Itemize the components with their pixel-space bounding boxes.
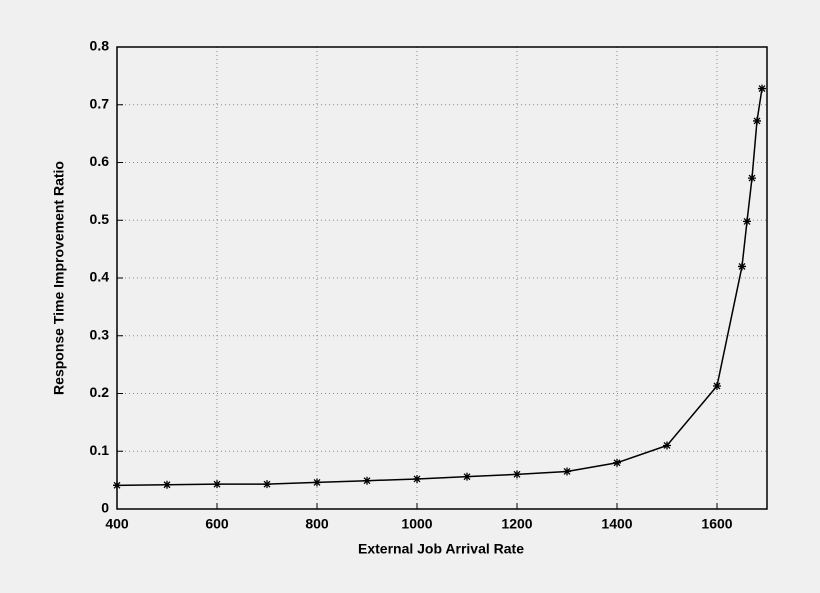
x-tick-label: 400 <box>105 516 129 532</box>
data-point <box>663 441 671 450</box>
data-point <box>758 84 766 93</box>
y-tick-label: 0.5 <box>90 211 110 227</box>
data-point <box>213 480 221 489</box>
x-tick-label: 1600 <box>701 516 732 532</box>
x-tick-label: 1400 <box>601 516 632 532</box>
data-point <box>263 480 271 489</box>
y-tick-label: 0.3 <box>90 326 110 342</box>
y-axis-label: Response Time Improvement Ratio <box>51 161 67 395</box>
data-point <box>713 381 721 390</box>
y-tick-label: 0 <box>101 500 109 516</box>
data-point <box>163 480 171 489</box>
data-point <box>563 467 571 476</box>
x-tick-label: 600 <box>205 516 229 532</box>
data-point <box>113 481 121 490</box>
y-tick-label: 0.7 <box>90 95 110 111</box>
data-point <box>313 478 321 487</box>
y-tick-label: 0.2 <box>90 384 110 400</box>
x-tick-label: 1200 <box>501 516 532 532</box>
data-point <box>613 458 621 467</box>
y-tick-label: 0.8 <box>90 38 110 54</box>
plot-frame <box>116 46 768 510</box>
y-tick-label: 0.6 <box>90 153 110 169</box>
data-point <box>738 262 746 271</box>
data-point <box>748 174 756 183</box>
data-point <box>513 470 521 479</box>
y-tick-label: 0.4 <box>90 269 110 285</box>
y-tick-label: 0.1 <box>90 442 110 458</box>
data-point <box>363 476 371 485</box>
x-axis-label: External Job Arrival Rate <box>358 541 524 557</box>
x-tick-label: 800 <box>305 516 329 532</box>
data-point <box>463 472 471 481</box>
data-point <box>753 116 761 125</box>
x-tick-label: 1000 <box>401 516 432 532</box>
data-point <box>413 474 421 483</box>
data-point <box>743 217 751 226</box>
data-line <box>116 88 763 487</box>
